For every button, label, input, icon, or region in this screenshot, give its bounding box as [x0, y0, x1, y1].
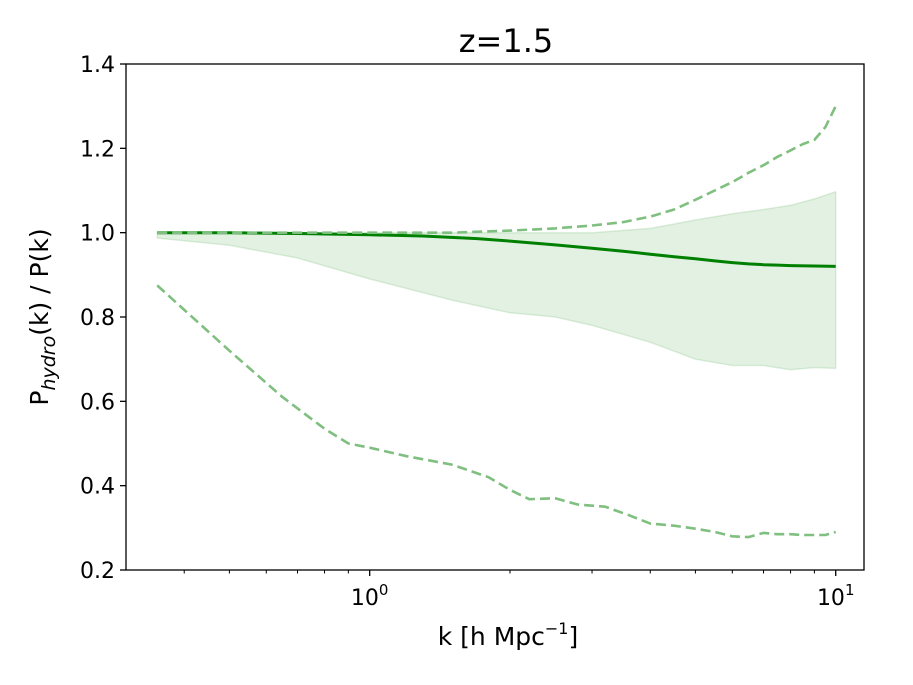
y-axis-label-base: P	[25, 391, 54, 406]
y-tick-label: 0.8	[80, 306, 115, 331]
y-tick-label: 0.4	[80, 475, 115, 500]
y-tick-label: 1.4	[80, 53, 115, 78]
y-axis-label: Phydro(k) / P(k)	[25, 228, 60, 405]
x-axis-label-close: ]	[568, 622, 578, 651]
dashed-line-2	[156, 284, 837, 539]
axis-ticks: 0.2 0.4 0.6 0.8 1.0 1.2 1.4 100 101	[80, 53, 854, 611]
y-tick-label: 0.6	[80, 390, 115, 415]
y-tick-label: 0.2	[80, 559, 115, 584]
plot-area	[156, 105, 837, 539]
x-tick-label: 101	[817, 581, 855, 611]
scatter-band	[156, 190, 837, 371]
y-axis-label-sub: hydro	[38, 336, 60, 391]
x-axis-label: k [h Mpc−1]	[438, 619, 579, 651]
x-tick-label: 100	[351, 581, 389, 611]
y-tick-label: 1.2	[80, 137, 115, 162]
dashed-line-1	[157, 105, 837, 234]
chart-title: z=1.5	[459, 22, 554, 60]
x-axis-label-base: k [h Mpc	[438, 622, 545, 651]
x-axis-label-sup: −1	[545, 619, 569, 638]
y-axis-label-rest: (k) / P(k)	[25, 228, 54, 335]
ratio-line	[157, 231, 836, 268]
y-tick-label: 1.0	[80, 222, 115, 247]
